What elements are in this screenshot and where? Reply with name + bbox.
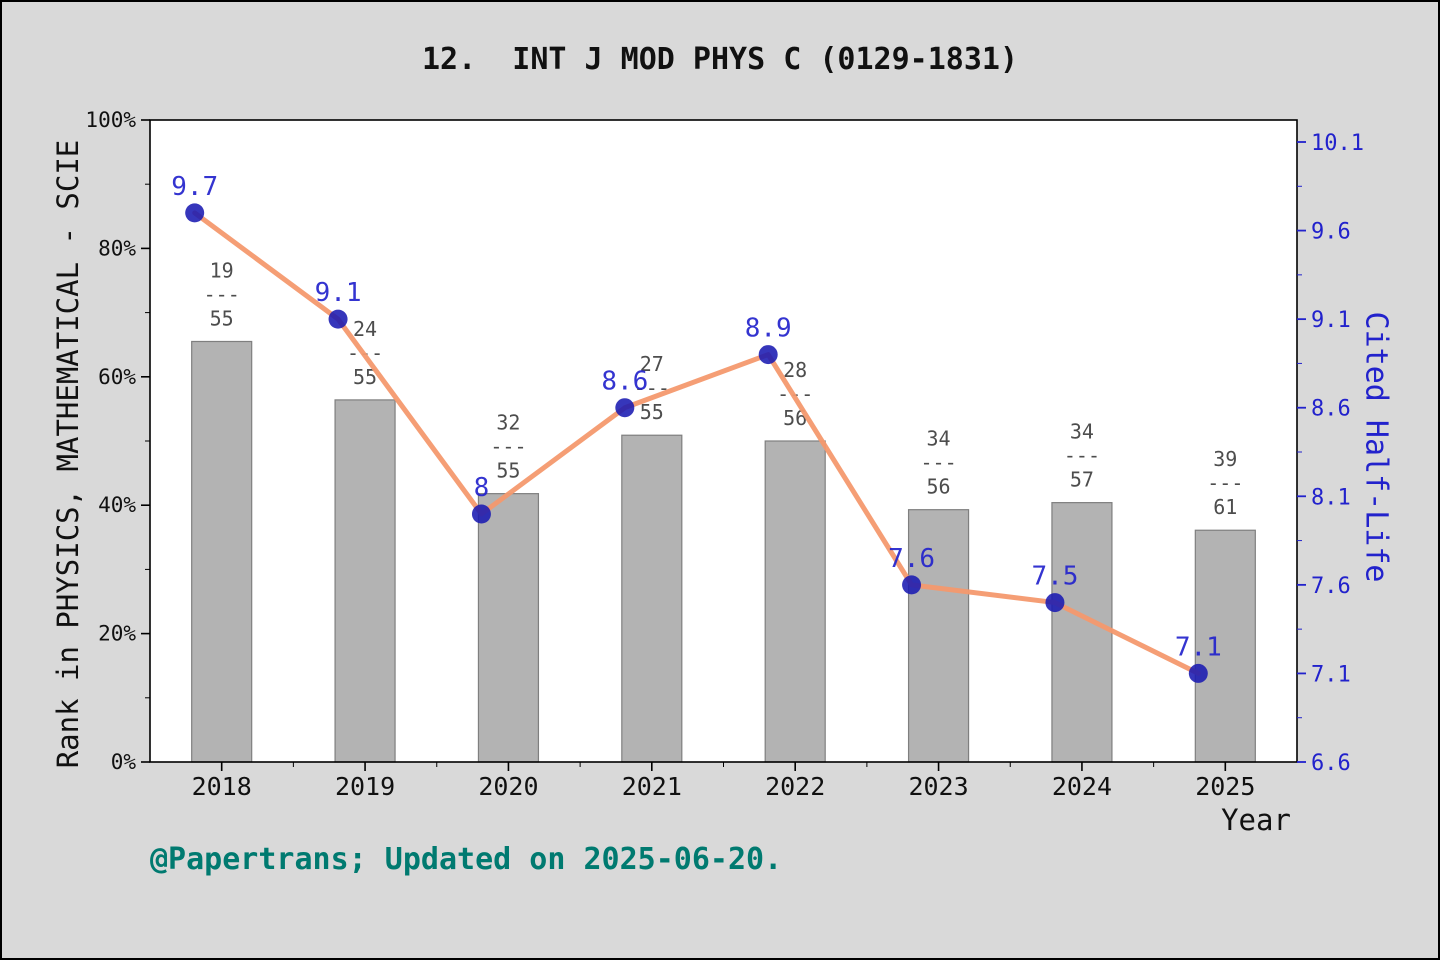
fraction-numerator: 27 xyxy=(640,352,664,376)
line-marker-2024 xyxy=(1045,593,1065,613)
value-label-2024: 7.5 xyxy=(1031,562,1078,592)
value-label-2023: 7.6 xyxy=(888,544,935,574)
line-marker-2025 xyxy=(1188,663,1208,683)
fraction-bar: --- xyxy=(490,435,526,459)
fraction-denominator: 55 xyxy=(496,459,520,483)
bar-2018 xyxy=(191,340,253,763)
x-tick-label: 2024 xyxy=(1052,772,1112,801)
rank-fraction-2020: 32---55 xyxy=(490,411,526,483)
line-marker-2020 xyxy=(471,504,491,524)
x-axis-title: Year xyxy=(1221,803,1291,837)
bar-2025 xyxy=(1194,529,1256,763)
x-tick-label: 2021 xyxy=(622,772,682,801)
fraction-numerator: 19 xyxy=(210,258,234,282)
left-tick-label: 20% xyxy=(98,622,136,646)
chart-title: 12. INT J MOD PHYS C (0129-1831) xyxy=(421,42,1019,77)
left-tick-label: 100% xyxy=(85,108,136,132)
left-tick-label: 40% xyxy=(98,493,136,517)
line-marker-2022 xyxy=(758,345,778,365)
rank-fraction-2018: 19---55 xyxy=(204,258,240,330)
fraction-numerator: 24 xyxy=(353,317,377,341)
x-tick-label: 2020 xyxy=(478,772,538,801)
fraction-denominator: 55 xyxy=(640,400,664,424)
fraction-denominator: 55 xyxy=(210,306,234,330)
fraction-numerator: 34 xyxy=(1070,420,1094,444)
plot-background xyxy=(150,120,1297,762)
line-marker-2019 xyxy=(328,309,348,329)
left-tick-label: 80% xyxy=(98,236,136,260)
fraction-bar: --- xyxy=(921,451,957,475)
bar-2021 xyxy=(621,434,683,763)
rank-fraction-2024: 34---57 xyxy=(1064,420,1100,492)
line-marker-2023 xyxy=(902,575,922,595)
value-label-2018: 9.7 xyxy=(171,172,218,202)
right-tick-label: 8.6 xyxy=(1311,397,1351,422)
watermark-credit: @Papertrans; Updated on 2025-06-20. xyxy=(150,842,783,877)
x-tick-label: 2022 xyxy=(765,772,825,801)
fraction-numerator: 34 xyxy=(927,427,951,451)
right-tick-label: 7.1 xyxy=(1311,662,1351,687)
line-marker-2018 xyxy=(185,203,205,223)
value-label-2020: 8 xyxy=(474,473,490,503)
right-tick-label: 9.1 xyxy=(1311,308,1351,333)
right-tick-label: 7.6 xyxy=(1311,574,1351,599)
rank-fraction-2023: 34---56 xyxy=(921,427,957,499)
x-tick-label: 2025 xyxy=(1195,772,1255,801)
line-marker-2021 xyxy=(615,398,635,418)
fraction-denominator: 61 xyxy=(1213,495,1237,519)
rank-fraction-2025: 39---61 xyxy=(1207,447,1243,519)
left-tick-label: 0% xyxy=(111,750,137,774)
right-tick-label: 6.6 xyxy=(1311,751,1351,776)
x-tick-label: 2019 xyxy=(335,772,395,801)
x-tick-label: 2018 xyxy=(192,772,252,801)
value-label-2025: 7.1 xyxy=(1175,632,1222,662)
fraction-denominator: 57 xyxy=(1070,468,1094,492)
right-tick-label: 8.1 xyxy=(1311,485,1351,510)
bar-2020 xyxy=(477,493,540,763)
value-label-2019: 9.1 xyxy=(315,278,362,308)
left-axis-title: Rank in PHYSICS, MATHEMATICAL - SCIE xyxy=(51,139,85,769)
bar-2024 xyxy=(1051,502,1113,763)
fraction-bar: --- xyxy=(204,282,240,306)
fraction-denominator: 56 xyxy=(927,475,951,499)
fraction-bar: --- xyxy=(1064,444,1100,468)
right-tick-label: 10.1 xyxy=(1311,131,1364,156)
value-label-2022: 8.9 xyxy=(745,314,792,344)
left-tick-label: 60% xyxy=(98,365,136,389)
value-label-2021: 8.6 xyxy=(601,367,648,397)
right-axis-title: Cited Half-Life xyxy=(1358,311,1394,583)
x-tick-label: 2023 xyxy=(908,772,968,801)
fraction-numerator: 39 xyxy=(1213,447,1237,471)
fraction-bar: --- xyxy=(1207,471,1243,495)
rank-fraction-2021: 27---55 xyxy=(634,352,670,424)
fraction-numerator: 32 xyxy=(496,411,520,435)
fraction-numerator: 28 xyxy=(783,358,807,382)
right-tick-label: 9.6 xyxy=(1311,220,1351,245)
bar-2019 xyxy=(334,399,396,763)
rank-fraction-2019: 24---55 xyxy=(347,317,383,389)
cited-half-life-line xyxy=(192,210,1201,676)
bar-2022 xyxy=(764,440,826,763)
